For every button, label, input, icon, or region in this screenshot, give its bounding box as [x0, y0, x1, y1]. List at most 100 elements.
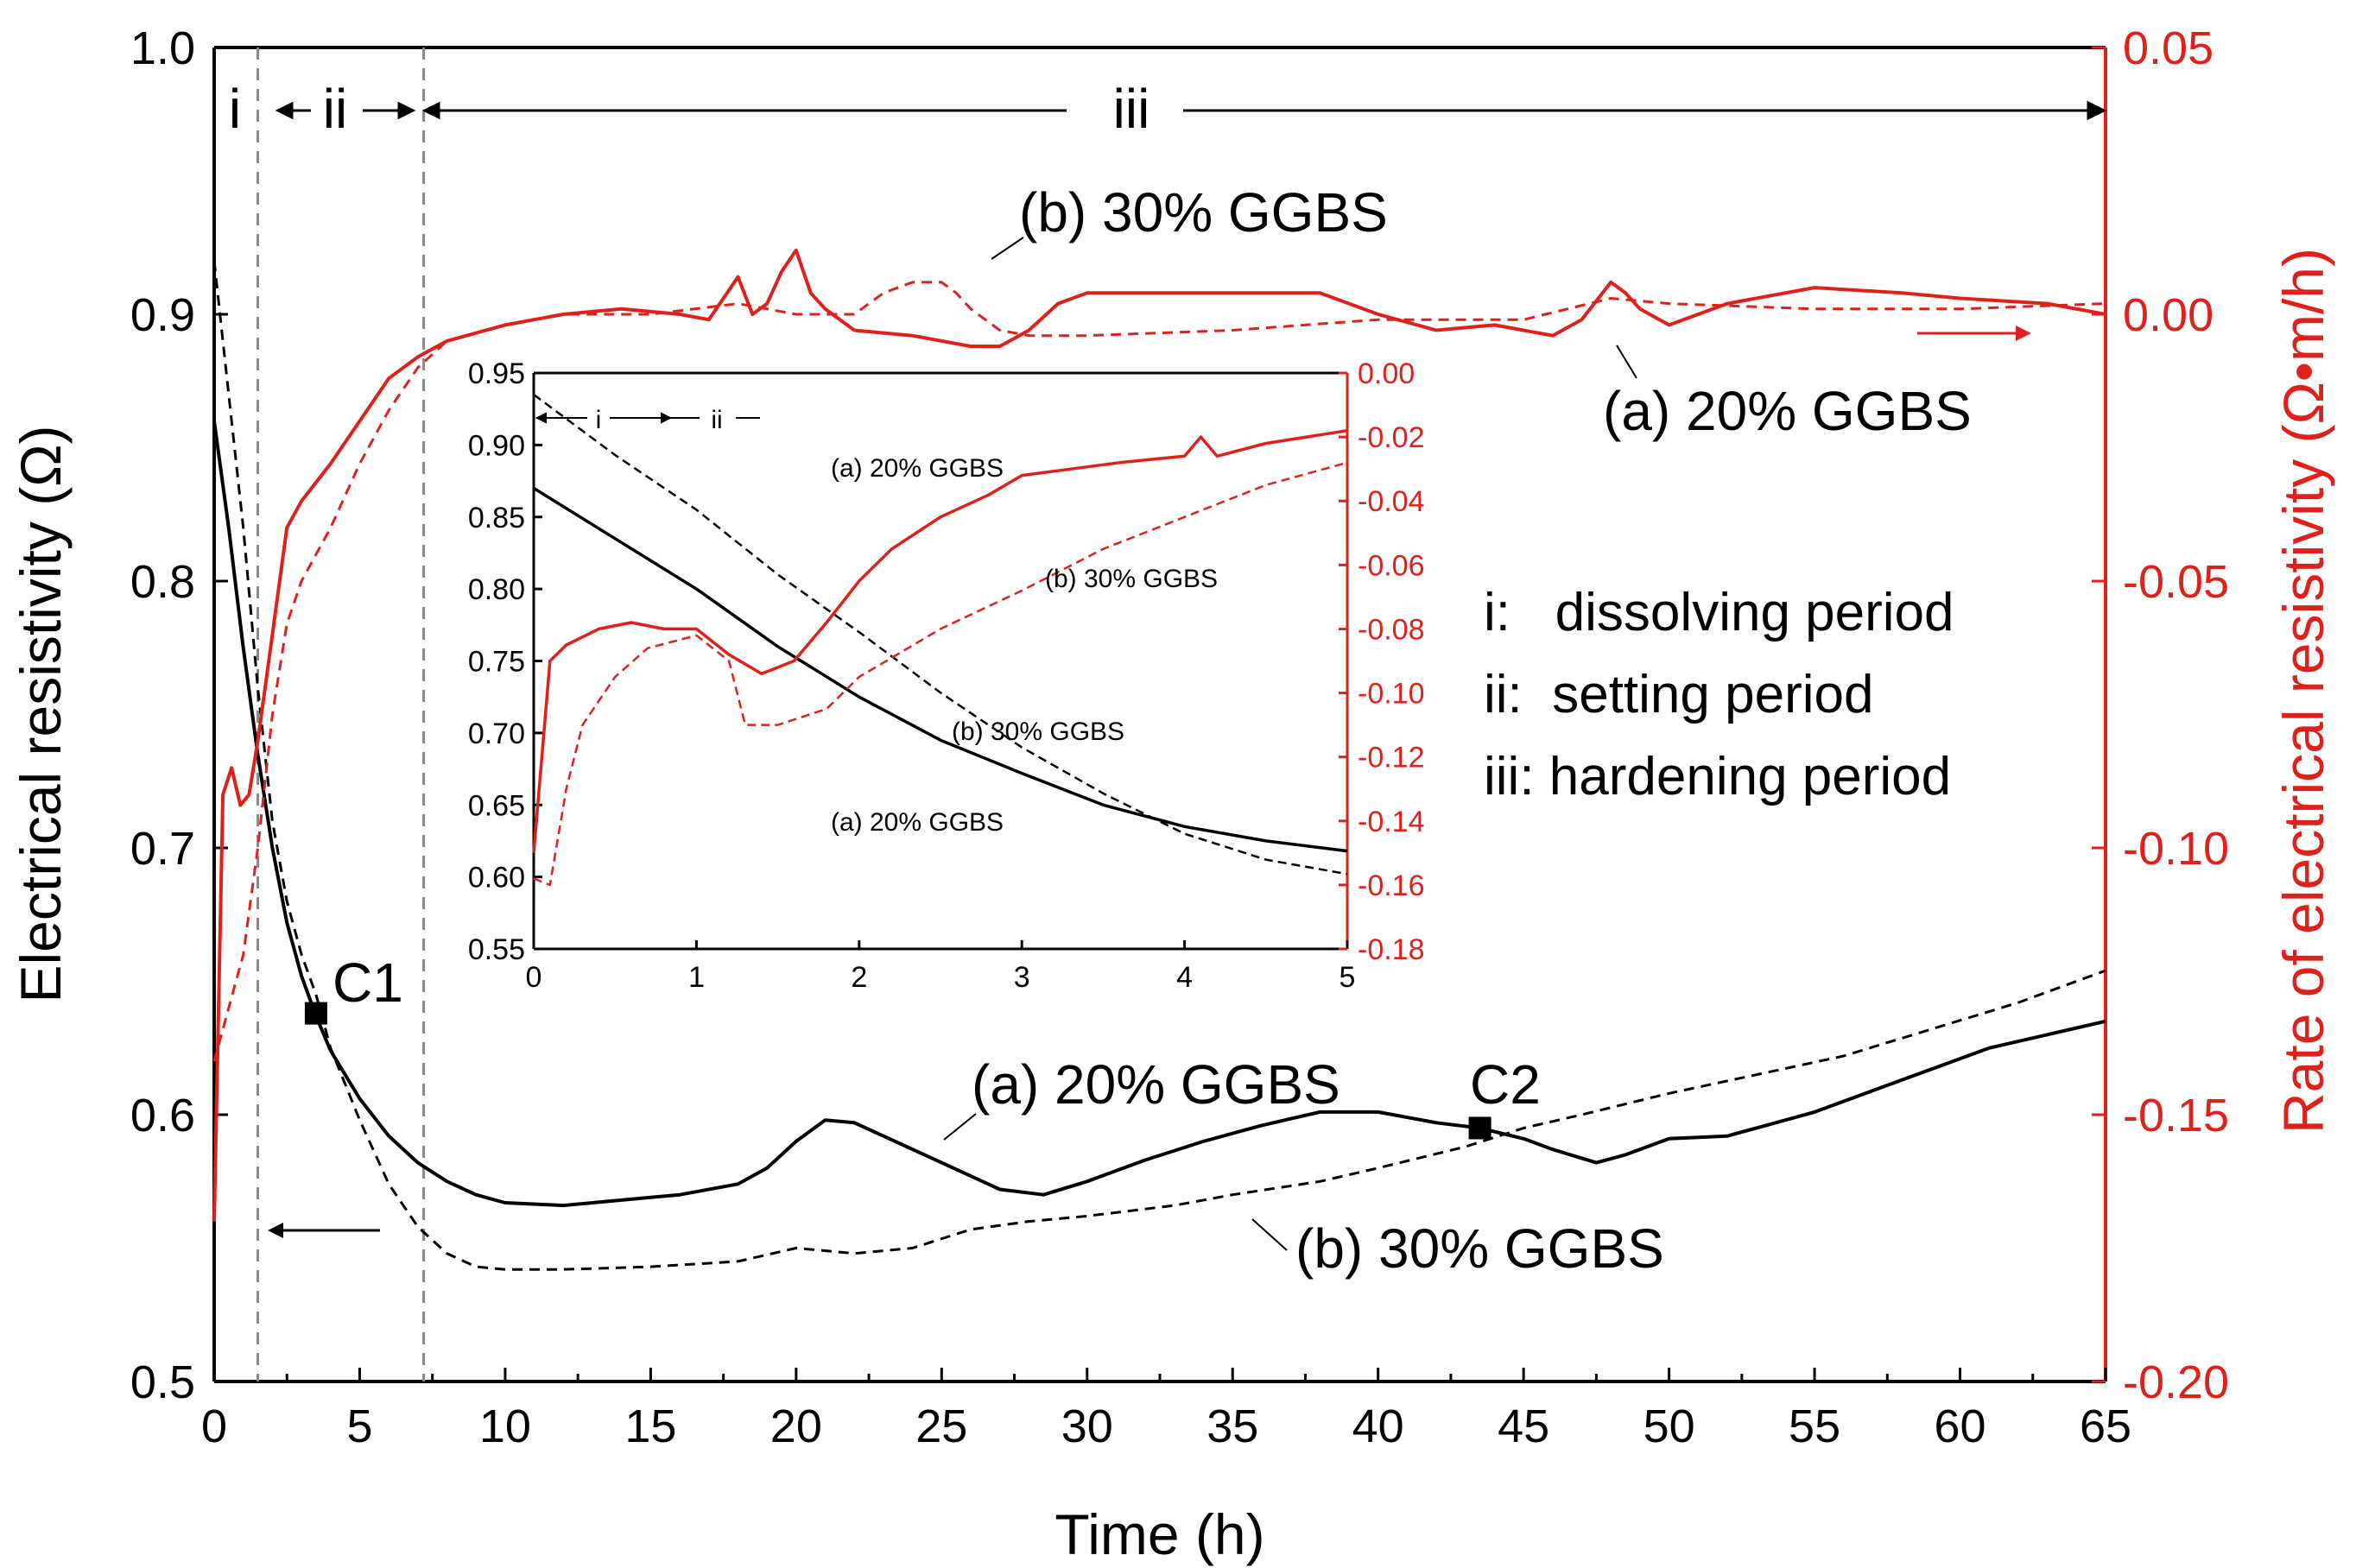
y-axis-title: Electrical resistivity (Ω): [9, 425, 73, 1002]
inset-background: [534, 373, 1347, 949]
main-y-ticks: 0.5 0.6 0.7 0.8 0.9 1.0: [130, 22, 228, 1408]
inset-region-ii-label: ii: [711, 406, 722, 434]
inset-y2-tick-label: -0.10: [1358, 678, 1425, 711]
period-arrows: [275, 100, 2107, 121]
y-tick-label: 0.8: [130, 556, 195, 608]
x-tick-label: 0: [201, 1400, 227, 1452]
y-tick-label: 0.7: [130, 823, 195, 875]
left-axis-arrowhead: [268, 1223, 283, 1238]
inset-label-b-mid: (b) 30% GGBS: [952, 718, 1124, 746]
inset-series-line-2: [532, 428, 1348, 853]
x-tick-label: 65: [2080, 1400, 2131, 1452]
region-i-label: i: [229, 78, 241, 140]
inset-y-tick-label: 0.90: [468, 429, 525, 462]
inset-y-tick-label: 0.80: [468, 573, 525, 606]
inset-y2-tick-label: -0.16: [1358, 869, 1425, 902]
legend-setting: ii: setting period: [1484, 665, 1873, 724]
region-ii-label: ii: [323, 78, 347, 140]
pointer-top-b: [991, 237, 1024, 260]
label-top-b: (b) 30% GGBS: [1019, 181, 1388, 243]
inset-x-ticks: 0 1 2 3 4 5: [526, 940, 1356, 994]
x-tick-label: 40: [1352, 1400, 1404, 1452]
inset-y2-tick-label: -0.06: [1358, 549, 1425, 582]
label-bottom-b: (b) 30% GGBS: [1295, 1217, 1664, 1280]
x-tick-label: 45: [1498, 1400, 1549, 1452]
y-tick-label: 0.6: [130, 1090, 195, 1141]
inset-y2-tick-label: -0.02: [1358, 421, 1425, 454]
inset-series-line-1: [533, 393, 1348, 876]
y2-tick-label: -0.15: [2123, 1090, 2229, 1141]
inset-y-tick-label: 0.60: [468, 862, 525, 895]
inset-y2-tick-label: -0.04: [1358, 485, 1425, 518]
main-x-ticks: 0 5 10 15 20 25 30 35 40 45 50 55 60 65: [201, 1368, 2131, 1452]
y-tick-label: 0.9: [130, 289, 195, 341]
inset-y2-tick-label: -0.18: [1358, 933, 1425, 966]
inset-series-group: [532, 393, 1348, 887]
y2-tick-label: 0.05: [2123, 22, 2214, 74]
inset-y-tick-label: 0.85: [468, 502, 525, 534]
inset-label-a-low: (a) 20% GGBS: [831, 808, 1004, 837]
inset-label-a-top: (a) 20% GGBS: [831, 454, 1004, 483]
legend-dissolving: i: dissolving period: [1484, 583, 1954, 642]
pointer-top-a: [1616, 345, 1637, 379]
inset-period-arrows: [535, 412, 760, 424]
x-tick-label: 30: [1061, 1400, 1113, 1452]
c2-label: C2: [1470, 1053, 1541, 1116]
inset-x-tick-label: 0: [526, 961, 542, 994]
main-y2-ticks: -0.20 -0.15 -0.10 -0.05 0.00 0.05: [2092, 22, 2229, 1408]
inset-y-tick-label: 0.75: [468, 646, 525, 679]
y-tick-label: 1.0: [130, 22, 195, 74]
y2-axis-title: Rate of electrical resistivity (Ω•m/h): [2271, 248, 2335, 1134]
x-tick-label: 55: [1789, 1400, 1840, 1452]
inset-x-tick-label: 5: [1340, 961, 1356, 994]
pointer-bottom-a: [943, 1113, 977, 1141]
red-axis-arrowhead: [2016, 326, 2031, 341]
inset-x-tick-label: 4: [1176, 961, 1193, 994]
inset-x-tick-label: 2: [851, 961, 867, 994]
x-tick-label: 35: [1206, 1400, 1258, 1452]
label-top-a: (a) 20% GGBS: [1603, 380, 1972, 442]
series-line-2: [212, 248, 2106, 1222]
x-tick-label: 50: [1644, 1400, 1695, 1452]
y2-tick-label: -0.05: [2123, 556, 2229, 608]
inset-y-tick-label: 0.55: [468, 933, 525, 966]
y2-tick-label: 0.00: [2123, 289, 2214, 341]
inset-y2-tick-label: 0.00: [1358, 357, 1415, 390]
inset-y-tick-label: 0.95: [468, 357, 525, 390]
inset-y2-tick-label: -0.14: [1358, 806, 1425, 838]
y-tick-label: 0.5: [130, 1356, 195, 1408]
series-line-1: [212, 261, 2106, 1271]
inset-y2-tick-label: -0.08: [1358, 613, 1425, 646]
inset-series-line-0: [533, 486, 1348, 853]
inset-label-b-top: (b) 30% GGBS: [1045, 565, 1218, 593]
series-line-0: [212, 420, 2106, 1208]
y2-tick-label: -0.10: [2123, 823, 2229, 875]
x-tick-label: 60: [1934, 1400, 1986, 1452]
region-iii-label: iii: [1113, 78, 1150, 140]
c1-marker: [304, 1002, 327, 1025]
inset-y-tick-label: 0.65: [468, 789, 525, 822]
inset-x-tick-label: 3: [1014, 961, 1030, 994]
inset-x-tick-label: 1: [688, 961, 705, 994]
inset-y-ticks: 0.55 0.60 0.65 0.70 0.75 0.80 0.85 0.90 0.95: [468, 357, 542, 966]
main-series-group: [212, 248, 2106, 1271]
y2-tick-label: -0.20: [2123, 1356, 2229, 1408]
label-bottom-a: (a) 20% GGBS: [972, 1053, 1340, 1116]
inset-region-i-label: i: [596, 406, 602, 434]
x-tick-label: 5: [346, 1400, 372, 1452]
inset-y2-tick-label: -0.12: [1358, 742, 1425, 775]
series-line-3: [212, 281, 2106, 1062]
inset-y-tick-label: 0.70: [468, 718, 525, 750]
x-axis-title: Time (h): [1054, 1502, 1264, 1566]
x-tick-label: 15: [624, 1400, 676, 1452]
legend-hardening: iii: hardening period: [1484, 747, 1951, 806]
c1-label: C1: [332, 952, 403, 1014]
x-tick-label: 20: [770, 1400, 822, 1452]
x-tick-label: 10: [479, 1400, 531, 1452]
c2-marker: [1468, 1116, 1492, 1140]
x-tick-label: 25: [915, 1400, 967, 1452]
pointer-bottom-b: [1251, 1218, 1288, 1251]
inset-series-line-3: [533, 461, 1348, 887]
